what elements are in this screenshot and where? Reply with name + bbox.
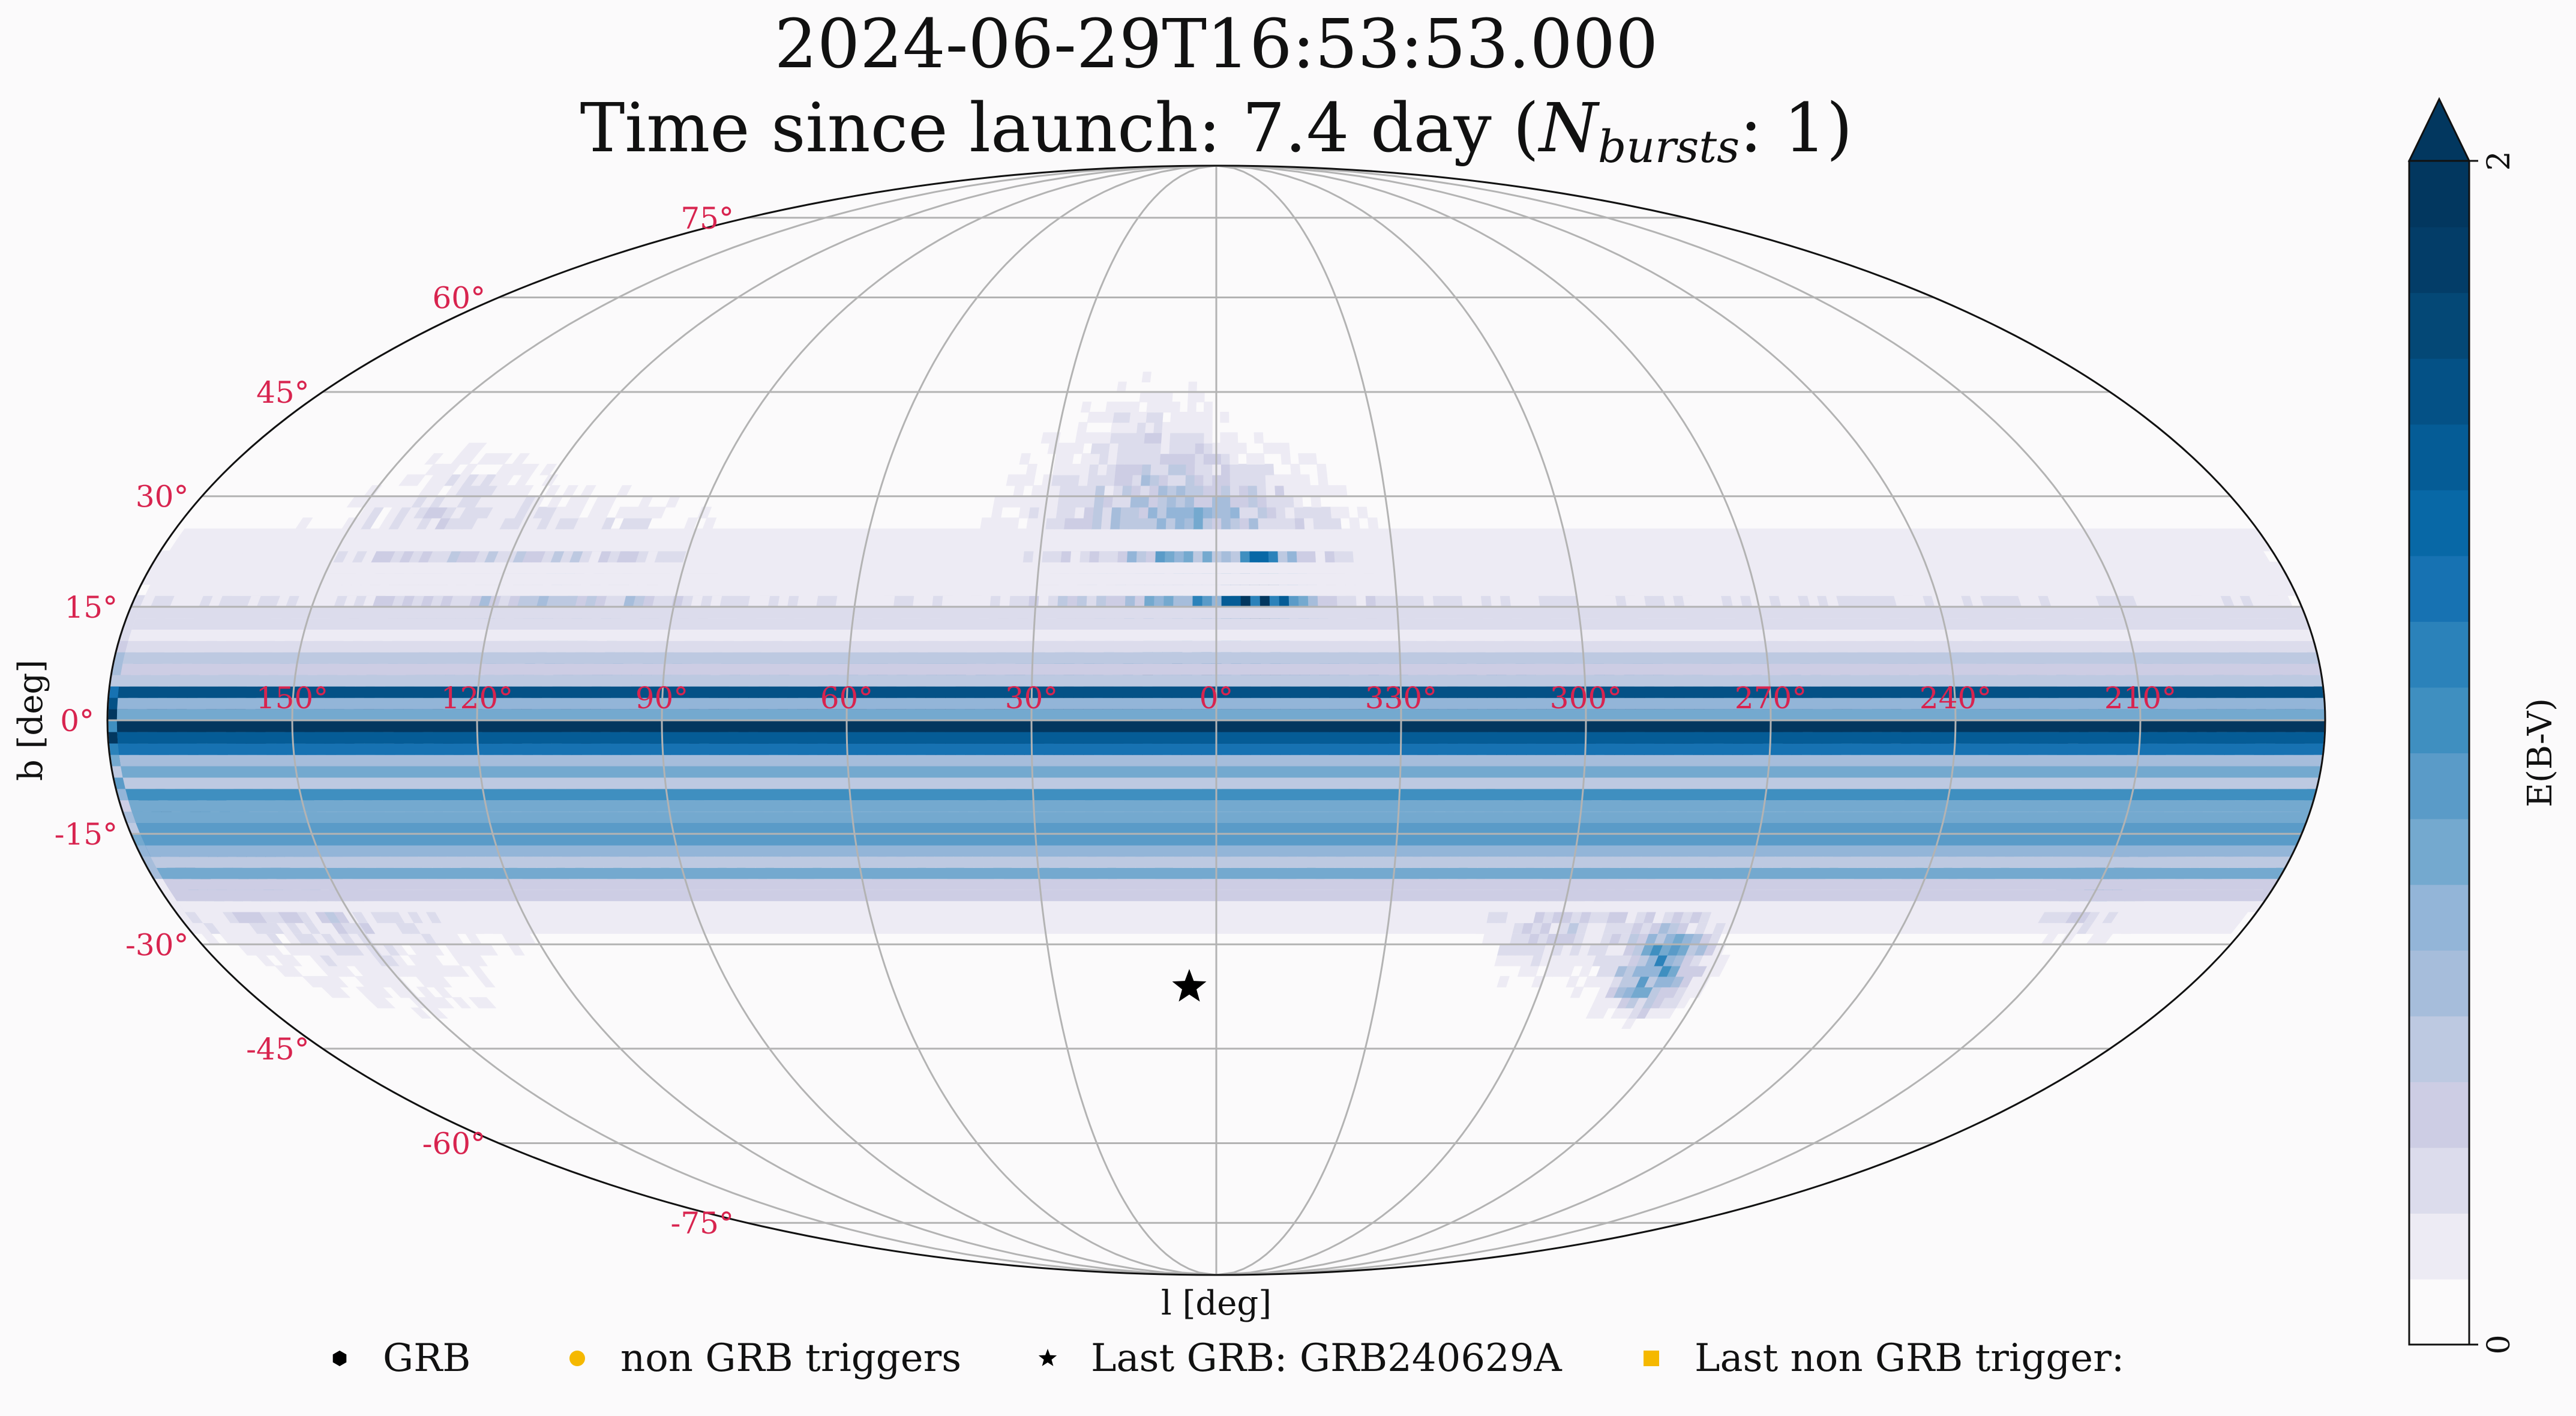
dust-cell <box>169 889 2273 902</box>
dust-cell <box>156 867 2286 879</box>
dust-cell <box>1486 911 1499 923</box>
dust-cell <box>119 754 2324 767</box>
dust-cell <box>145 845 2298 857</box>
title-launch-prefix: Time since launch: 7.4 day ( <box>580 89 1539 167</box>
dust-cell <box>117 731 2325 744</box>
dust-cell <box>135 822 2307 834</box>
dust-cell <box>118 743 2325 755</box>
dust-cell <box>120 663 2322 675</box>
dust-cell <box>175 911 2249 923</box>
sky-map: 150° 120° 90° 60° 30° 0° 330° 300° 270° 240° 210° … <box>55 164 2326 1276</box>
title-n-symbol: N <box>1537 89 1600 167</box>
dust-cell <box>1497 976 1510 987</box>
dust-cell <box>140 833 2302 846</box>
dust-cell <box>125 788 2317 801</box>
dust-cell <box>120 765 2322 778</box>
dust-cell <box>150 855 2292 868</box>
dust-cell <box>116 720 2325 732</box>
title-launch-suffix: : 1) <box>1740 89 1852 167</box>
dust-cell <box>162 878 2280 890</box>
dust-cell <box>122 777 2320 789</box>
dust-cell <box>416 986 436 998</box>
dust-cell <box>410 1007 432 1019</box>
chart-title-launch: Time since launch: 7.4 day (Nbursts: 1) <box>580 89 1853 173</box>
dust-cell <box>131 810 2311 824</box>
dust-cell <box>176 900 2266 912</box>
dust-cell <box>1475 922 1488 934</box>
dust-cell <box>355 986 376 998</box>
title-n-subscript: bursts <box>1598 121 1740 173</box>
dust-cell <box>468 997 488 1008</box>
chart-title-timestamp: 2024-06-29T16:53:53.000 <box>775 5 1659 83</box>
dust-cell <box>128 800 2314 812</box>
